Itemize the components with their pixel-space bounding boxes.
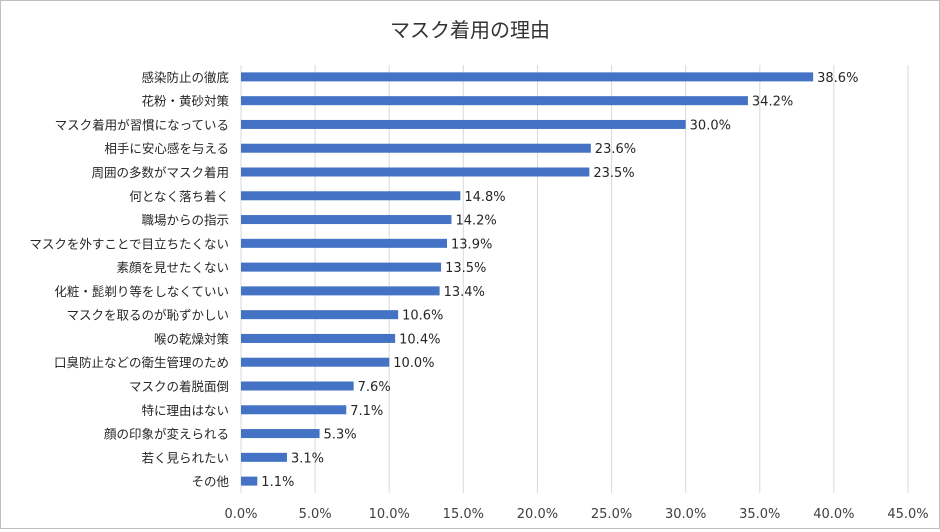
category-label: 喉の乾燥対策 (154, 331, 230, 346)
data-label: 14.2% (455, 214, 496, 229)
data-label: 34.2% (752, 95, 793, 110)
data-labels: 38.6% 34.2% 30.0% 23.6% 23.5% 14.8% 14.2% 13.9%… (261, 71, 858, 490)
category-label: 顔の印象が変えられる (104, 427, 229, 442)
data-label: 23.5% (593, 166, 634, 181)
category-label: その他 (191, 474, 229, 489)
bar (241, 381, 354, 391)
category-label: 相手に安心感を与える (104, 141, 229, 156)
bar (241, 286, 440, 296)
bar (241, 357, 390, 367)
bar (241, 310, 399, 320)
bar (241, 191, 461, 201)
bar (241, 167, 590, 177)
x-axis-ticks: 0.0% 5.0% 10.0% 15.0% 20.0% 25.0% 30.0% 35.0% 40… (224, 507, 928, 522)
bar (241, 215, 452, 225)
category-label: 口臭防止などの衛生管理のため (54, 355, 229, 370)
bars (241, 72, 814, 486)
x-tick-label: 45.0% (887, 507, 928, 522)
category-label: マスク着用が習慣になっている (55, 117, 229, 132)
data-label: 3.1% (291, 451, 324, 466)
bar (241, 262, 442, 272)
category-label: マスクの着脱面倒 (129, 379, 229, 394)
category-labels: 感染防止の徹底花粉・黄砂対策マスク着用が習慣になっている相手に安心感を与える周囲… (29, 70, 229, 489)
category-label: 化粧・髭剃り等をしなくていい (54, 284, 229, 299)
bar (241, 238, 448, 248)
category-label: 周囲の多数がマスク着用 (91, 165, 229, 180)
bar (241, 476, 258, 486)
data-label: 23.6% (595, 142, 636, 157)
x-tick-label: 25.0% (591, 507, 632, 522)
category-label: 職場からの指示 (141, 213, 229, 228)
data-label: 1.1% (261, 475, 294, 490)
bar (241, 143, 591, 153)
data-label: 13.9% (451, 237, 492, 252)
chart-title: マスク着用の理由 (390, 18, 550, 42)
category-label: マスクを取るのが恥ずかしい (66, 308, 229, 323)
x-tick-label: 15.0% (443, 507, 484, 522)
data-label: 5.3% (324, 428, 357, 443)
data-label: 38.6% (817, 71, 858, 86)
category-label: 素顔を見せたくない (116, 260, 229, 275)
data-label: 7.6% (358, 380, 391, 395)
category-label: 特に理由はない (141, 403, 229, 418)
bar (241, 119, 686, 129)
data-label: 10.6% (402, 309, 443, 324)
grid-lines (240, 65, 909, 493)
x-tick-label: 35.0% (739, 507, 780, 522)
bar (241, 333, 396, 343)
data-label: 10.0% (393, 356, 434, 371)
data-label: 13.5% (445, 261, 486, 276)
data-label: 7.1% (350, 404, 383, 419)
data-label: 10.4% (399, 332, 440, 347)
bar (241, 96, 748, 106)
category-label: マスクを外すことで目立ちたくない (29, 236, 229, 251)
bar (241, 72, 814, 82)
x-tick-label: 20.0% (517, 507, 558, 522)
x-tick-label: 5.0% (299, 507, 332, 522)
x-tick-label: 40.0% (813, 507, 854, 522)
category-label: 花粉・黄砂対策 (141, 94, 229, 109)
category-label: 何となく落ち着く (129, 189, 229, 204)
data-label: 13.4% (444, 285, 485, 300)
bar (241, 405, 347, 415)
category-label: 若く見られたい (141, 450, 229, 465)
x-tick-label: 30.0% (665, 507, 706, 522)
data-label: 30.0% (690, 118, 731, 133)
x-tick-label: 10.0% (369, 507, 410, 522)
bar (241, 452, 287, 462)
bar (241, 429, 320, 439)
category-label: 感染防止の徹底 (141, 70, 229, 85)
data-label: 14.8% (464, 190, 505, 205)
x-tick-label: 0.0% (224, 507, 257, 522)
